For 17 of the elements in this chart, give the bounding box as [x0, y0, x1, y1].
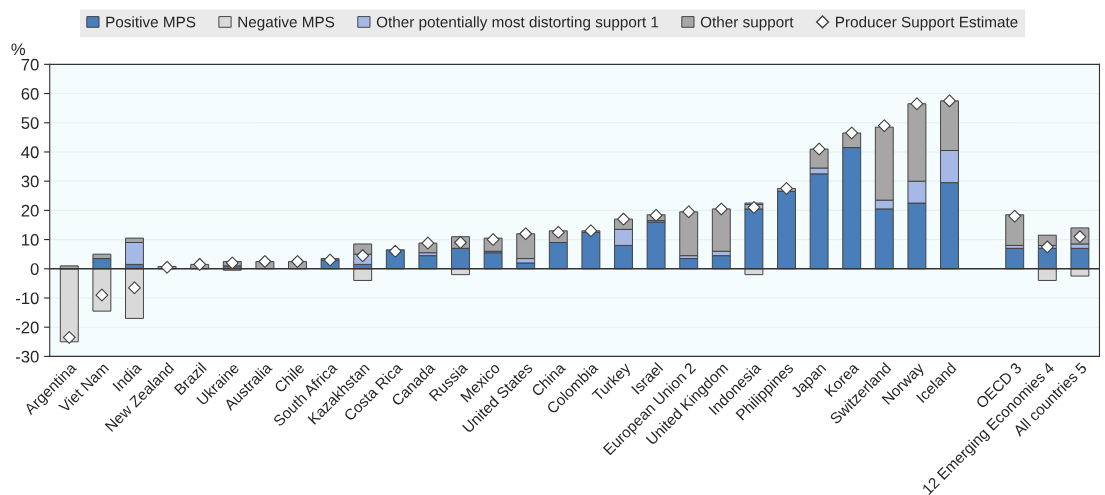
- y-tick-label: -10: [15, 292, 39, 305]
- y-tick-label: 60: [21, 87, 39, 100]
- y-tick-label: -30: [15, 350, 39, 363]
- legend-label: Positive MPS: [106, 16, 196, 28]
- legend-label: Other support: [700, 16, 794, 31]
- legend-label: Producer Support Estimate: [836, 16, 1018, 31]
- y-tick-label: 30: [21, 175, 39, 188]
- y-tick-label: -20: [15, 321, 39, 334]
- y-tick-label: 10: [22, 233, 39, 246]
- legend-label: Negative MPS: [238, 16, 335, 31]
- y-tick-label: 40: [21, 146, 39, 159]
- y-axis-title: %: [11, 43, 26, 56]
- legend-label: Other potentially most distorting support 1: [376, 16, 659, 31]
- y-tick-label: 0: [30, 263, 39, 275]
- y-tick-label: 70: [21, 58, 39, 71]
- y-tick-label: 20: [21, 204, 39, 217]
- y-tick-label: 50: [21, 117, 39, 129]
